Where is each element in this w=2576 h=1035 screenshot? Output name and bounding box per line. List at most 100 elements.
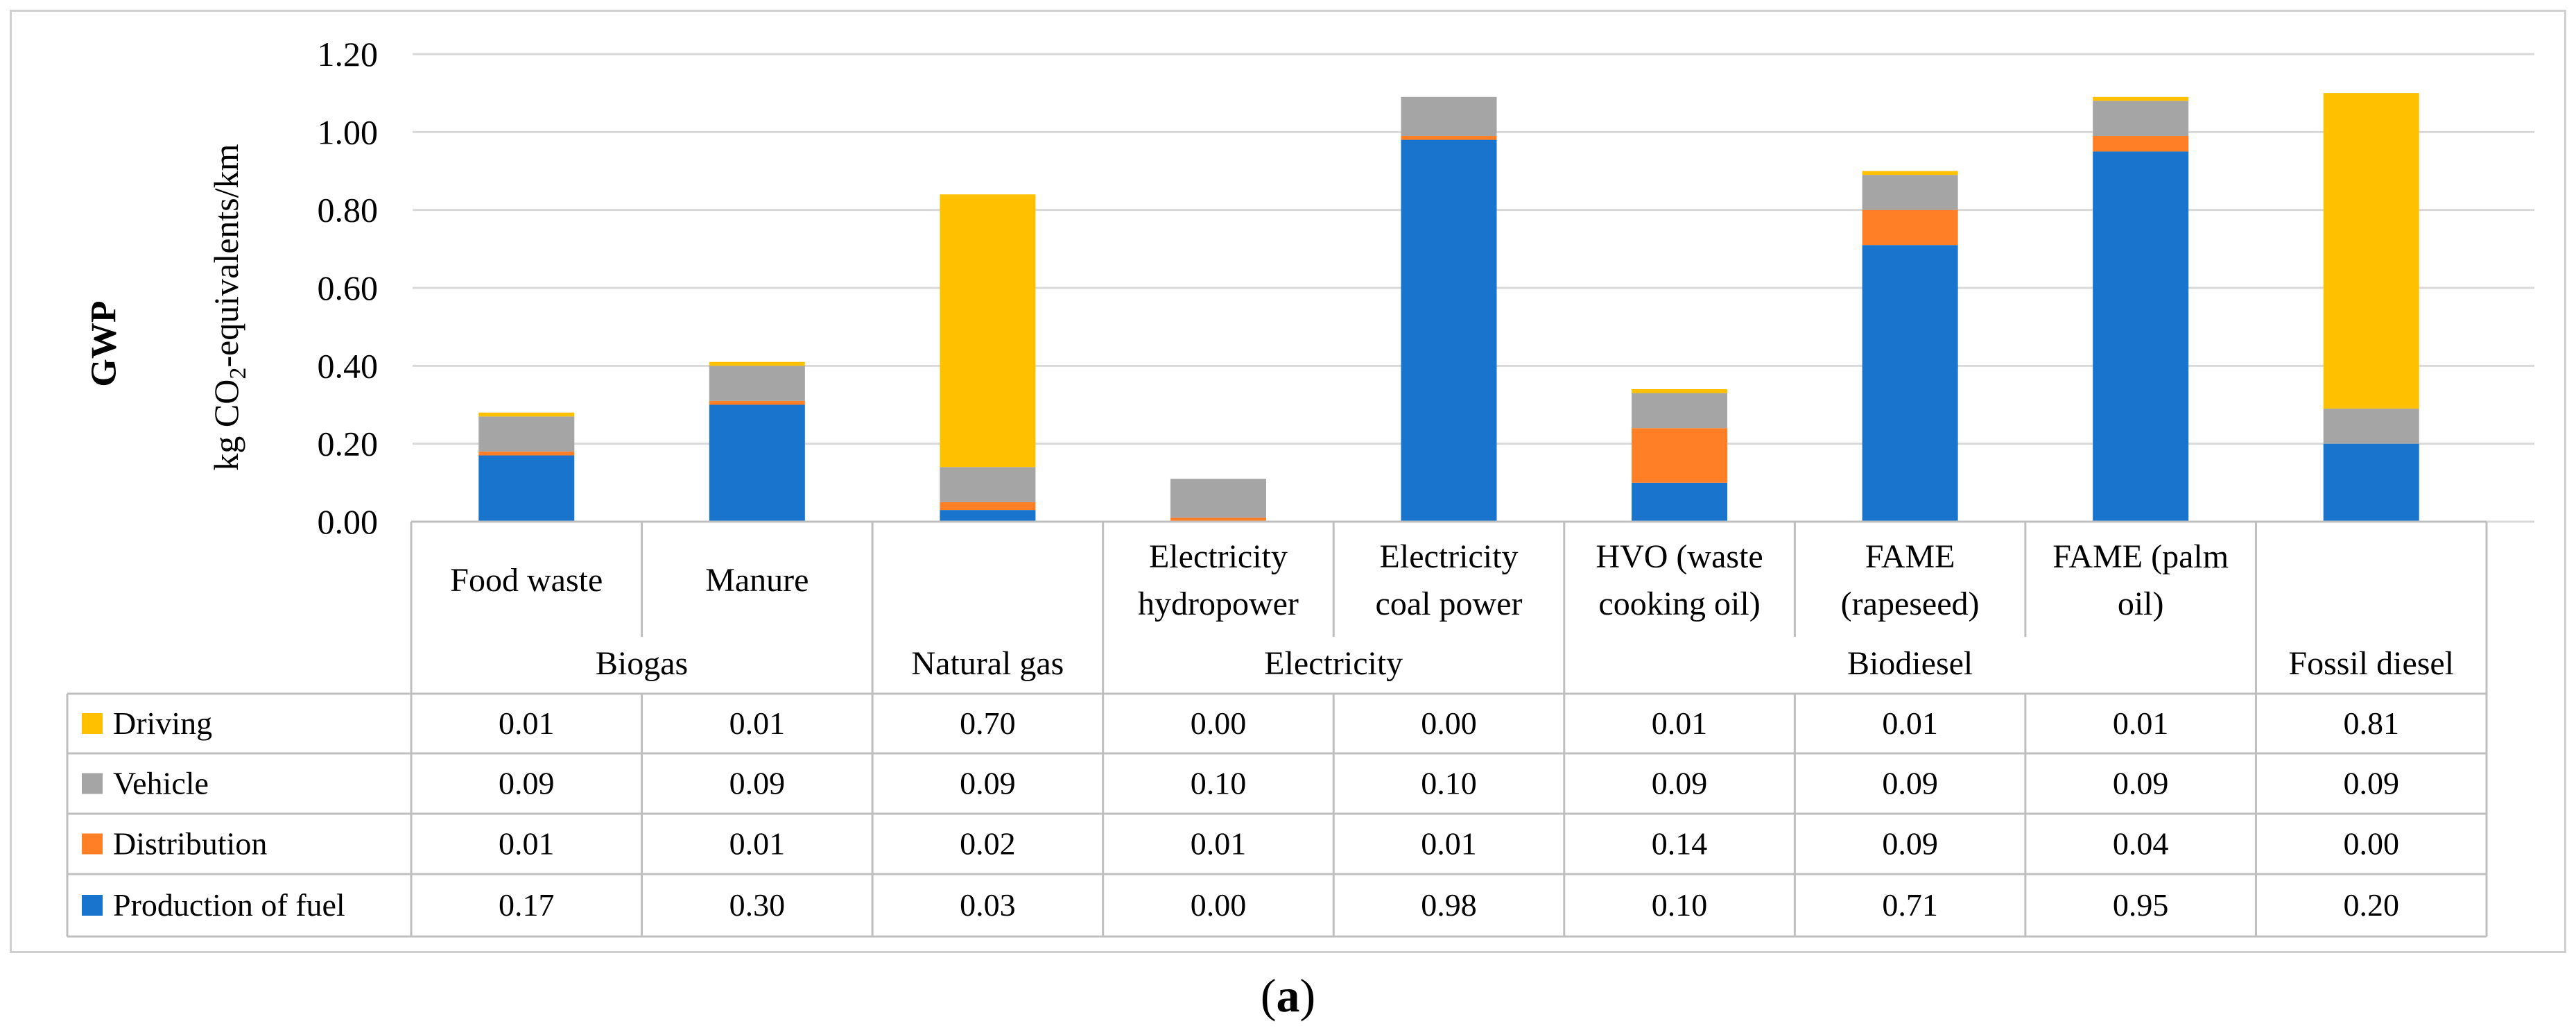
bar-vehicle [1862, 175, 1958, 210]
table-cell: 0.01 [499, 826, 555, 862]
category-label: FAME [1865, 538, 1955, 575]
table-cell: 0.95 [2113, 887, 2169, 923]
group-label: Biodiesel [1847, 645, 1973, 682]
table-cell: 0.03 [960, 887, 1016, 923]
table-cell: 0.81 [2343, 705, 2399, 741]
table-cell: 0.09 [1882, 826, 1938, 862]
bar-production-of-fuel [1401, 139, 1497, 522]
bar-distribution [1862, 209, 1958, 246]
y-tick-label: 1.20 [318, 35, 379, 74]
group-label: Fossil diesel [2288, 645, 2454, 682]
bar-vehicle [1401, 96, 1497, 136]
table-cell: 0.98 [1421, 887, 1477, 923]
bar-vehicle [1632, 393, 1728, 429]
bar-distribution [709, 400, 805, 405]
bar-distribution [940, 502, 1036, 511]
y-axis-title: GWP [84, 300, 124, 387]
table-cell: 0.00 [1191, 705, 1247, 741]
table-cell: 0.01 [1421, 826, 1477, 862]
bar-production-of-fuel [709, 404, 805, 522]
bar-vehicle [940, 467, 1036, 502]
bar-production-of-fuel [478, 455, 575, 522]
table-cell: 0.01 [1882, 705, 1938, 741]
y-tick-label: 1.00 [318, 112, 379, 151]
table-cell: 0.01 [729, 705, 786, 741]
table-cell: 0.00 [2343, 826, 2399, 862]
table-cell: 0.09 [2343, 766, 2399, 801]
table-cell: 0.09 [960, 766, 1016, 801]
table-cell: 0.10 [1652, 887, 1708, 923]
row-label: Driving [113, 705, 212, 741]
table-cell: 0.01 [1191, 826, 1247, 862]
group-label: Natural gas [911, 645, 1064, 682]
table-cell: 0.30 [729, 887, 786, 923]
table-cell: 0.01 [2113, 705, 2169, 741]
bar-vehicle [1170, 479, 1266, 518]
legend-swatch [82, 833, 103, 855]
table-cell: 0.71 [1882, 887, 1938, 923]
row-label: Distribution [113, 826, 267, 862]
group-label: Biogas [596, 645, 688, 682]
table-cell: 0.09 [1882, 766, 1938, 801]
table-cell: 0.09 [1652, 766, 1708, 801]
category-label: Manure [705, 562, 809, 599]
legend-swatch [82, 895, 103, 916]
bar-driving [2093, 96, 2189, 101]
category-label: FAME (palm [2052, 538, 2229, 575]
y-tick-label: 0.80 [318, 191, 379, 230]
table-cell: 0.20 [2343, 887, 2399, 923]
category-label: Electricity [1149, 538, 1288, 575]
bar-distribution [1401, 135, 1497, 140]
category-label: (rapeseed) [1841, 585, 1980, 622]
bar-driving [709, 361, 805, 366]
legend-swatch [82, 713, 103, 734]
y-tick-label: 0.40 [318, 346, 379, 385]
table-cell: 0.01 [1652, 705, 1708, 741]
bar-distribution [1632, 428, 1728, 483]
category-label: Food waste [450, 562, 603, 599]
bar-production-of-fuel [2323, 443, 2419, 522]
table-cell: 0.10 [1421, 766, 1477, 801]
table-cell: 0.01 [729, 826, 786, 862]
y-tick-label: 0.00 [318, 502, 379, 541]
table-cell: 0.00 [1421, 705, 1477, 741]
table-cell: 0.00 [1191, 887, 1247, 923]
bar-driving [1632, 389, 1728, 393]
stacked-bar-chart: 0.00 0.20 0.40 0.60 0.80 1.00 1.20 Food waste Ma… [66, 35, 2534, 938]
bar-distribution [1170, 518, 1266, 522]
bar-vehicle [709, 366, 805, 401]
bar-driving [478, 412, 575, 417]
table-cell: 0.17 [499, 887, 555, 923]
y-axis-units: kg CO2-equivalents/km [207, 144, 251, 471]
category-label: Electricity [1380, 538, 1519, 575]
table-cell: 0.10 [1191, 766, 1247, 801]
bar-production-of-fuel [940, 510, 1036, 522]
bar-vehicle [2093, 101, 2189, 136]
bar-production-of-fuel [2093, 151, 2189, 522]
figure-caption: (a) [1260, 969, 1316, 1022]
row-label: Vehicle [113, 766, 209, 801]
bar-production-of-fuel [1862, 245, 1958, 522]
category-label: oil) [2118, 585, 2164, 622]
table-cell: 0.02 [960, 826, 1016, 862]
bar-production-of-fuel [1632, 482, 1728, 522]
bar-driving [2323, 93, 2419, 409]
bar-driving [940, 194, 1036, 468]
row-label: Production of fuel [113, 887, 345, 923]
y-tick-label: 0.20 [318, 425, 379, 463]
table-cell: 0.09 [499, 766, 555, 801]
legend-swatch [82, 773, 103, 794]
table-cell: 0.09 [729, 766, 786, 801]
chart-frame [10, 10, 2566, 953]
table-cell: 0.01 [499, 705, 555, 741]
bar-distribution [2093, 135, 2189, 152]
category-label: coal power [1376, 585, 1523, 622]
category-label: cooking oil) [1598, 585, 1760, 622]
table-cell: 0.70 [960, 705, 1016, 741]
category-label: HVO (waste [1596, 538, 1763, 575]
category-label: hydropower [1138, 585, 1299, 622]
table-cell: 0.09 [2113, 766, 2169, 801]
group-label: Electricity [1264, 645, 1403, 682]
bar-vehicle [478, 416, 575, 452]
bar-distribution [478, 451, 575, 456]
